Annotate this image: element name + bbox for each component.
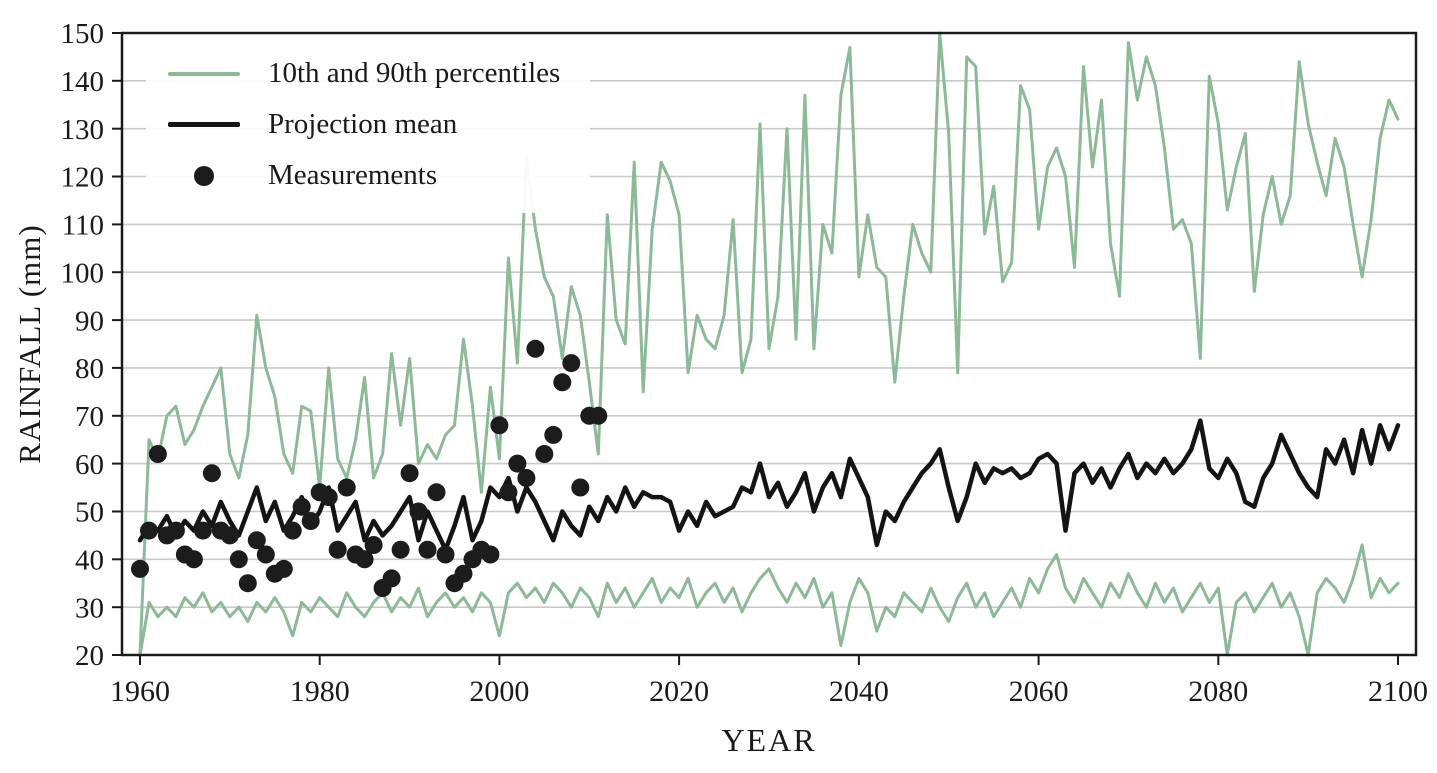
measurement-point [562,354,581,373]
measurement-dot-swatch [194,165,214,186]
plot-border [120,31,1418,657]
measurement-point [409,502,428,521]
legend-label-measurements: Measurements [268,159,438,191]
legend-label-mean: Projection mean [268,108,458,140]
y-tick-label: 50 [75,497,104,529]
y-tick-label: 70 [75,401,104,433]
measurement-point [391,540,410,559]
series-projection-mean [137,418,1401,552]
y-tick-label: 150 [61,18,105,50]
legend-swatch-box [164,122,244,127]
measurement-point [364,536,383,554]
x-tick-label: 2020 [649,675,709,708]
measurement-point [553,373,572,392]
measurement-point [193,521,212,540]
measurement-point [140,521,158,540]
series-lines [137,31,1401,657]
measurement-point [418,540,437,559]
legend-swatch-box [164,165,244,186]
measurement-point [490,416,509,435]
measurement-point [427,483,446,502]
measurement-point [148,445,167,463]
measurement-point [571,478,590,497]
measurement-point [256,545,275,564]
y-tick-label: 130 [61,114,105,146]
x-tick-label: 1980 [290,675,350,708]
y-tick-label: 30 [75,592,104,624]
measurement-point [481,545,500,564]
y-tick-label: 140 [61,66,105,98]
x-tick-label: 2060 [1009,675,1069,708]
x-tick-label: 2080 [1188,675,1248,708]
measurement-point [454,564,473,583]
measurement-point [436,545,455,564]
legend-label-percentiles: 10th and 90th percentiles [268,57,561,89]
measurement-point [184,550,203,569]
measurement-point [382,569,401,588]
measurement-point [274,559,293,578]
y-tick-label: 110 [62,210,104,242]
measurement-point [517,469,536,487]
measurement-point [508,454,527,473]
y-tick-label: 40 [75,544,104,576]
y-tick-label: 20 [75,640,104,672]
measurement-point [328,540,347,559]
measurement-point [202,464,221,483]
x-tick-label: 1960 [110,675,170,708]
legend-swatch-box [164,71,244,76]
legend-item-percentiles: 10th and 90th percentiles [164,48,560,99]
measurement-point [283,521,302,540]
series-90th-percentile [138,31,1400,657]
measurement-point [526,339,545,358]
x-axis-label: YEAR [721,722,817,758]
y-tick-label: 120 [61,162,105,194]
measurement-point [355,550,374,569]
y-axis-label: RAINFALL (mm) [12,224,47,464]
measurement-point [229,550,248,569]
measurement-point [166,521,185,540]
measurement-point [247,531,266,550]
measurement-point [544,425,563,444]
measurement-point [337,478,356,497]
measurement-point [292,497,311,516]
y-tick-label: 90 [75,305,104,337]
measurement-points [131,339,608,597]
x-tick-label: 2000 [469,675,529,708]
measurement-point [499,483,518,502]
measurement-point [319,488,338,507]
legend-item-mean: Projection mean [164,99,560,150]
mean-line-swatch [168,122,240,127]
series-10th-percentile [138,543,1400,657]
measurement-point [131,559,149,578]
measurement-point [220,526,239,545]
y-tick-label: 80 [75,353,104,385]
percentile-line-swatch [168,71,240,76]
measurement-point [301,512,320,530]
axes: 1960 1980 2000 2020 2040 2060 2080 2100 20 30 40 50… [61,18,1429,708]
x-tick-label: 2100 [1368,675,1428,708]
y-tick-label: 100 [61,257,105,289]
measurement-point [535,445,554,463]
legend: 10th and 90th percentiles Projection mea… [146,40,591,213]
x-tick-label: 2040 [829,675,889,708]
measurement-point [238,574,257,593]
measurement-point [400,464,419,483]
measurement-point [589,406,608,425]
legend-item-measurements: Measurements [164,150,560,201]
y-tick-label: 60 [75,449,104,481]
